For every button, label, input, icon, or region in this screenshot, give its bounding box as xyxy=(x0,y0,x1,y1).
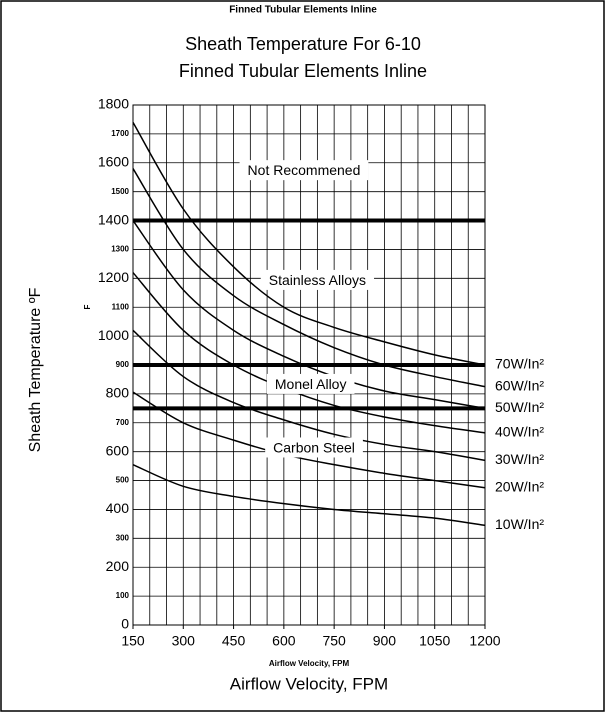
y-tick-label: 1800 xyxy=(98,96,129,112)
curve xyxy=(132,329,486,462)
y-tick-label: 1500 xyxy=(111,187,129,196)
curve xyxy=(132,391,486,489)
y-axis-label-small: F xyxy=(83,304,92,309)
y-tick-label: 1600 xyxy=(98,153,129,169)
y-tick-label: 900 xyxy=(116,360,130,369)
region-label-bg xyxy=(265,437,363,458)
chart-title: Sheath Temperature For 6-10 xyxy=(185,34,421,54)
legend-label: 50W/In² xyxy=(495,399,544,415)
region-label: Monel Alloy xyxy=(275,376,347,392)
y-tick-label: 400 xyxy=(106,500,130,516)
y-tick-label: 300 xyxy=(116,533,130,542)
y-tick-label: 800 xyxy=(106,385,130,401)
x-tick-label: 900 xyxy=(373,633,397,649)
x-tick-label: 750 xyxy=(322,633,346,649)
x-tick-label: 150 xyxy=(121,633,145,649)
x-tick-label: 600 xyxy=(272,633,296,649)
region-label-bg xyxy=(260,269,375,290)
legend-label: 10W/In² xyxy=(495,516,544,532)
curve xyxy=(132,121,486,366)
region-label: Stainless Alloys xyxy=(269,272,366,288)
y-tick-label: 600 xyxy=(106,442,130,458)
y-tick-label: 200 xyxy=(106,558,130,574)
y-tick-label: 1200 xyxy=(98,269,129,285)
chart-subtitle: Finned Tubular Elements Inline xyxy=(179,61,427,81)
legend-label: 40W/In² xyxy=(495,424,544,440)
legend-label: 20W/In² xyxy=(495,478,544,494)
curve xyxy=(132,168,486,388)
curve xyxy=(132,272,486,434)
y-tick-label: 1000 xyxy=(98,327,129,343)
curve xyxy=(132,220,486,410)
y-axis-label: Sheath Temperature ºF xyxy=(27,287,44,452)
y-tick-label: 1300 xyxy=(111,245,129,254)
legend-label: 60W/In² xyxy=(495,377,544,393)
y-tick-label: 0 xyxy=(121,616,129,632)
region-label: Not Recommened xyxy=(248,162,361,178)
y-tick-label: 1400 xyxy=(98,211,129,227)
x-tick-label: 1200 xyxy=(469,633,500,649)
y-tick-label: 700 xyxy=(116,418,130,427)
y-tick-label: 500 xyxy=(116,476,130,485)
region-label-bg xyxy=(266,373,355,394)
x-tick-label: 300 xyxy=(172,633,196,649)
legend-label: 70W/In² xyxy=(495,356,544,372)
y-tick-label: 1100 xyxy=(112,302,130,311)
x-axis-label-small: Airflow Velocity, FPM xyxy=(269,659,350,668)
x-tick-label: 1050 xyxy=(419,633,450,649)
legend-label: 30W/In² xyxy=(495,451,544,467)
region-label: Carbon Steel xyxy=(273,439,355,455)
curve xyxy=(132,463,486,527)
y-tick-label: 100 xyxy=(116,591,130,600)
x-axis-label: Airflow Velocity, FPM xyxy=(230,674,388,693)
region-label-bg xyxy=(239,160,369,181)
y-tick-label: 1700 xyxy=(111,129,129,138)
header: Finned Tubular Elements Inline xyxy=(229,5,377,16)
x-tick-label: 450 xyxy=(222,633,246,649)
